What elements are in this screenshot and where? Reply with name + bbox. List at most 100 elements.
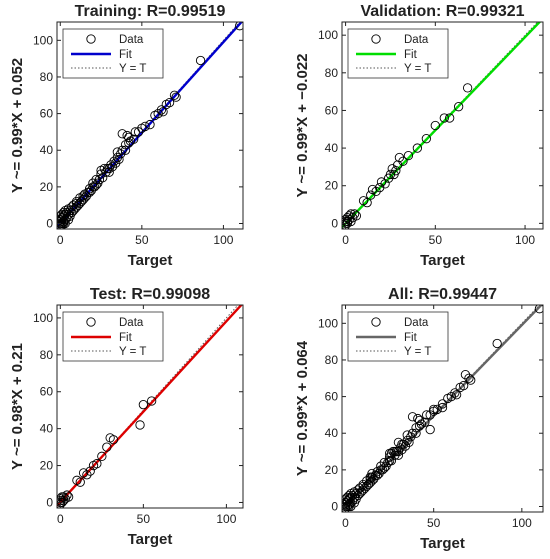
data-point bbox=[445, 113, 455, 123]
data-point bbox=[235, 22, 243, 31]
data-point bbox=[147, 396, 157, 406]
y-axis-label: Y ~= 0.99*X + 0.064 bbox=[294, 340, 311, 476]
data-point bbox=[363, 479, 374, 490]
data-point bbox=[129, 134, 139, 144]
y-tick-label: 80 bbox=[325, 66, 339, 80]
data-point bbox=[346, 501, 356, 512]
data-point bbox=[169, 90, 180, 100]
data-point bbox=[430, 120, 440, 131]
axes-frame bbox=[56, 304, 244, 509]
data-point bbox=[492, 338, 502, 349]
data-point bbox=[464, 373, 474, 383]
data-point bbox=[71, 202, 82, 212]
y-axis-label: Y ~= 0.99*X + 0.052 bbox=[9, 58, 26, 193]
axes-frame bbox=[56, 21, 244, 230]
data-point bbox=[451, 390, 462, 400]
data-point bbox=[351, 211, 362, 221]
y-tick-label: 80 bbox=[325, 353, 339, 367]
data-point bbox=[365, 478, 375, 488]
data-point bbox=[344, 500, 354, 510]
data-point bbox=[57, 222, 65, 229]
data-point bbox=[85, 466, 95, 476]
legend: Data Fit Y = T bbox=[62, 28, 164, 79]
legend-entry: Fit bbox=[404, 332, 418, 344]
y-tick-label: 80 bbox=[40, 70, 54, 84]
data-point bbox=[80, 193, 90, 203]
y-tick-label: 20 bbox=[325, 463, 339, 477]
chart-panel-2: 0 50 100 0 20 40 60 80 100 Validation: R=0.99321 T… bbox=[294, 3, 544, 269]
axes-frame bbox=[341, 304, 544, 513]
legend: Data Fit Y = T bbox=[347, 311, 449, 362]
x-axis-label: Target bbox=[128, 531, 173, 548]
data-point bbox=[425, 424, 435, 435]
data-point bbox=[70, 204, 80, 214]
legend: Data Fit Y = T bbox=[347, 28, 449, 79]
data-point bbox=[402, 435, 412, 446]
data-point bbox=[104, 167, 114, 177]
y-tick-label: 60 bbox=[40, 107, 54, 121]
legend: Data Fit Y = T bbox=[62, 311, 164, 362]
data-point bbox=[140, 121, 150, 132]
data-point bbox=[84, 187, 95, 198]
data-point bbox=[437, 402, 448, 413]
data-point bbox=[98, 173, 108, 183]
y-tick-label: 40 bbox=[325, 426, 339, 440]
data-point bbox=[398, 156, 408, 166]
chart-title: Validation: R=0.99321 bbox=[360, 3, 524, 20]
legend-entry: Fit bbox=[119, 49, 133, 61]
legend-entry: Fit bbox=[119, 332, 133, 344]
y-axis-label: Y ~= 0.98*X + 0.21 bbox=[9, 343, 26, 470]
legend-entry: Data bbox=[119, 317, 144, 329]
data-point bbox=[78, 195, 88, 205]
y-tick-label: 0 bbox=[331, 500, 338, 514]
chart-panel-4: 0 50 100 0 20 40 60 80 100 All: R=0.99447 Target Y … bbox=[294, 286, 544, 552]
data-point bbox=[342, 216, 353, 227]
data-point bbox=[462, 83, 473, 93]
data-point bbox=[446, 391, 456, 402]
x-axis-label: Target bbox=[420, 252, 465, 269]
x-tick-label: 0 bbox=[57, 512, 64, 526]
data-point bbox=[367, 476, 377, 486]
data-point bbox=[102, 442, 112, 452]
data-point bbox=[109, 156, 119, 166]
data-point bbox=[372, 470, 382, 481]
data-point bbox=[377, 465, 388, 475]
y-tick-label: 80 bbox=[40, 348, 54, 362]
data-point bbox=[111, 158, 121, 168]
x-axis-label: Target bbox=[128, 252, 173, 269]
data-point bbox=[108, 435, 119, 445]
data-point bbox=[156, 105, 167, 115]
data-point bbox=[354, 489, 365, 499]
y-tick-label: 100 bbox=[33, 311, 53, 325]
data-point bbox=[358, 485, 368, 495]
x-tick-label: 50 bbox=[137, 512, 151, 526]
data-point bbox=[195, 55, 206, 66]
data-point bbox=[393, 450, 404, 460]
data-point bbox=[425, 410, 435, 420]
y-tick-label: 40 bbox=[325, 141, 339, 155]
x-tick-label: 100 bbox=[512, 516, 532, 530]
data-point bbox=[399, 439, 409, 449]
chart-title: Training: R=0.99519 bbox=[75, 3, 226, 20]
y-tick-label: 100 bbox=[318, 28, 338, 42]
data-point bbox=[67, 207, 77, 218]
x-tick-label: 50 bbox=[427, 516, 441, 530]
y-tick-label: 60 bbox=[325, 103, 339, 117]
y-tick-label: 60 bbox=[40, 385, 54, 399]
data-point bbox=[459, 380, 469, 391]
data-point bbox=[360, 483, 370, 493]
data-point bbox=[349, 209, 360, 219]
data-point bbox=[62, 490, 72, 500]
legend-data-marker bbox=[371, 317, 381, 327]
data-point bbox=[106, 160, 116, 170]
legend-data-marker bbox=[86, 317, 96, 327]
data-point bbox=[117, 145, 127, 155]
axes-frame bbox=[341, 21, 544, 230]
y-tick-label: 20 bbox=[40, 459, 54, 473]
data-point bbox=[466, 375, 476, 385]
x-tick-label: 0 bbox=[342, 233, 349, 247]
data-point bbox=[437, 399, 448, 409]
data-point bbox=[412, 143, 423, 153]
chart-panel-3: 0 50 100 0 20 40 60 80 100 Test: R=0.99098 Target Y… bbox=[9, 286, 244, 548]
